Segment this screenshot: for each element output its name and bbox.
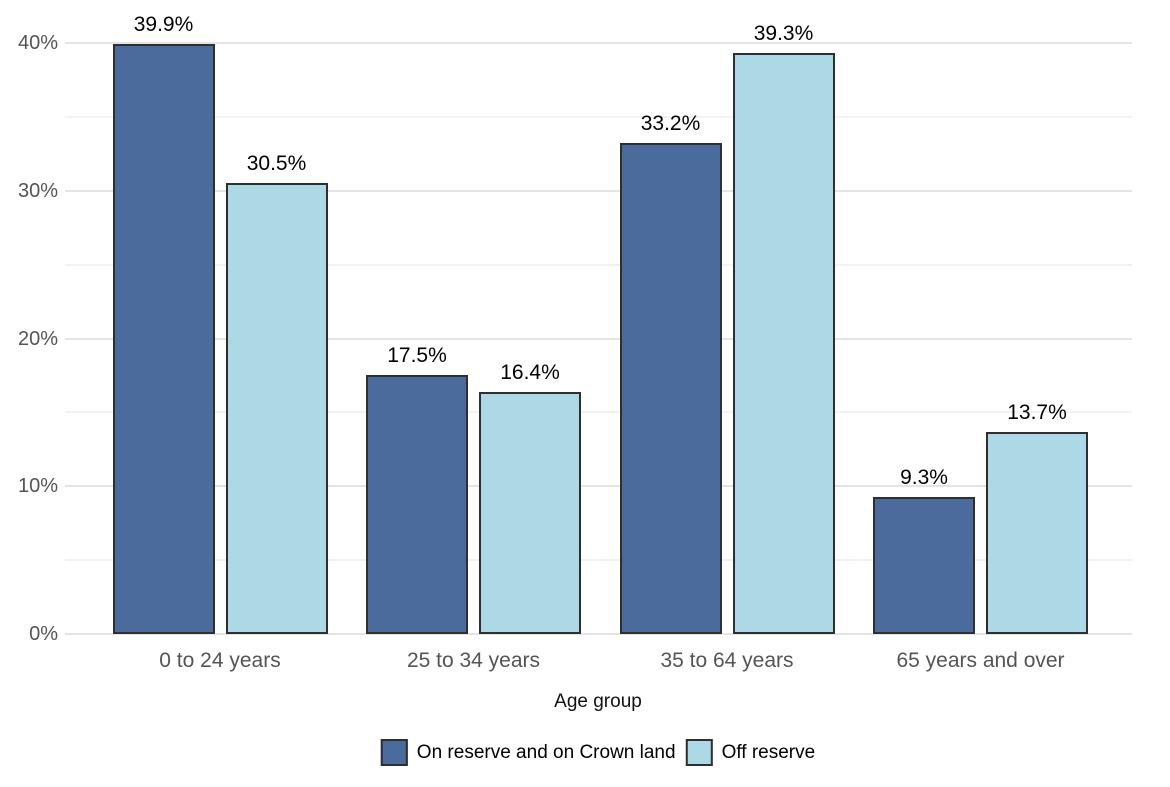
bar-value-label: 30.5%: [246, 152, 307, 176]
legend-swatch-off-reserve: [685, 739, 713, 766]
bar-on-reserve: [873, 496, 975, 634]
x-tick-label: 0 to 24 years: [159, 649, 281, 672]
bar-value-label: 16.4%: [500, 360, 560, 384]
plot-area: 39.9% 30.5% 17.5% 16.4% 33.2% 39.3% 9.3% 13.7%: [65, 0, 1132, 635]
legend-item-off-reserve: Off reserve: [685, 739, 816, 766]
legend: On reserve and on Crown land Off reserve: [380, 739, 816, 766]
major-gridline: [65, 189, 1132, 192]
minor-gridline: [65, 559, 1132, 562]
y-tick-label: 30%: [17, 179, 58, 202]
major-gridline: [65, 337, 1132, 340]
major-gridline: [65, 633, 1132, 635]
bar-value-label: 13.7%: [1007, 400, 1067, 424]
x-tick-label: 25 to 34 years: [406, 649, 541, 672]
bar-value-label: 17.5%: [387, 344, 447, 368]
major-gridline: [65, 42, 1132, 44]
minor-gridline: [65, 411, 1132, 414]
y-tick-label: 0%: [29, 623, 58, 645]
legend-swatch-on-reserve: [380, 739, 408, 766]
major-gridline: [65, 485, 1132, 488]
bar-on-reserve: [366, 375, 468, 634]
bar-off-reserve: [225, 183, 328, 634]
bar-value-label: 9.3%: [900, 465, 948, 489]
bar-on-reserve: [619, 143, 722, 634]
bar-value-label: 33.2%: [640, 112, 701, 136]
bar-value-label: 39.9%: [133, 13, 194, 37]
y-tick-label: 20%: [17, 327, 58, 350]
bar-on-reserve: [112, 44, 215, 634]
minor-gridline: [65, 115, 1132, 118]
bar-off-reserve: [986, 431, 1088, 634]
bar-off-reserve: [732, 53, 835, 634]
bar-value-label: 39.3%: [753, 22, 814, 46]
minor-gridline: [65, 263, 1132, 266]
x-axis-title: Age group: [554, 691, 642, 712]
legend-label-on-reserve: On reserve and on Crown land: [416, 741, 676, 763]
bar-off-reserve: [479, 391, 581, 634]
legend-item-on-reserve: On reserve and on Crown land: [380, 739, 676, 766]
x-tick-label: 65 years and over: [896, 649, 1065, 672]
y-tick-label: 10%: [17, 475, 58, 498]
legend-label-off-reserve: Off reserve: [721, 741, 816, 763]
y-tick-label: 40%: [17, 32, 58, 54]
x-tick-label: 35 to 64 years: [660, 649, 794, 672]
